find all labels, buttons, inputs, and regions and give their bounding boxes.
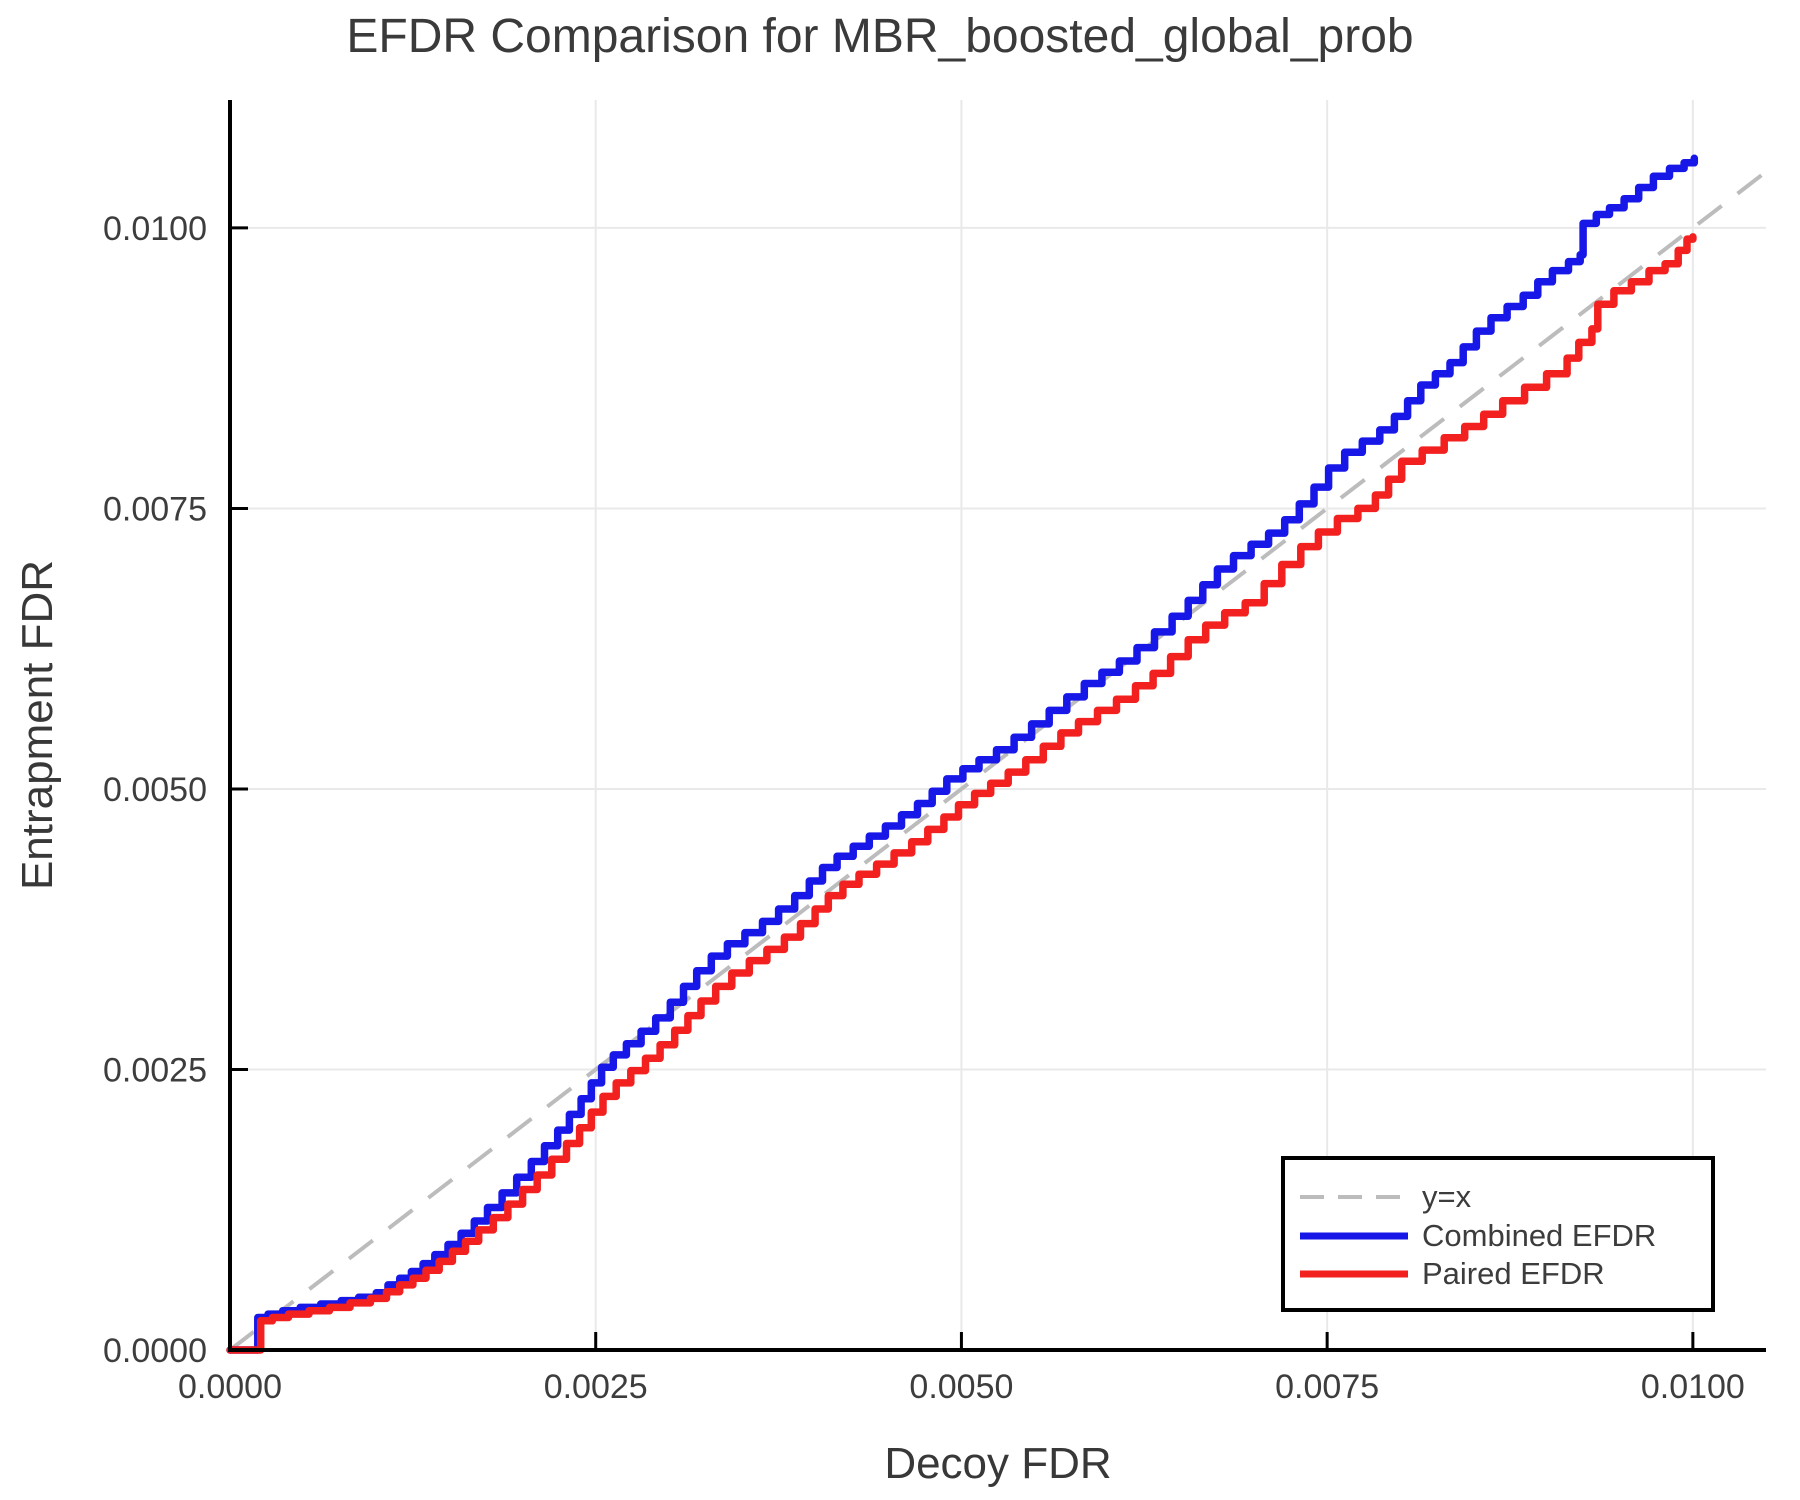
x-tick-label: 0.0100 [1641, 1368, 1745, 1406]
combined-efdr-line [226, 154, 1699, 1354]
x-tick-label: 0.0075 [1275, 1368, 1379, 1406]
x-tick-label: 0.0050 [909, 1368, 1013, 1406]
x-axis-label: Decoy FDR [884, 1439, 1111, 1488]
gridlines [230, 100, 1766, 1350]
legend-label-combined: Combined EFDR [1422, 1218, 1656, 1253]
axis-ticks [228, 226, 1695, 1352]
x-tick-label: 0.0000 [178, 1368, 282, 1406]
chart-title: EFDR Comparison for MBR_boosted_global_p… [346, 10, 1413, 63]
y-axis-label: Entrapment FDR [13, 560, 62, 890]
y-tick-label: 0.0000 [103, 1332, 207, 1370]
y-tick-label: 0.0075 [103, 490, 207, 528]
y-tick-label: 0.0100 [103, 210, 207, 248]
legend: y=x Combined EFDR Paired EFDR [1281, 1156, 1715, 1312]
legend-label-identity: y=x [1422, 1179, 1472, 1214]
legend-label-paired: Paired EFDR [1422, 1256, 1605, 1291]
y-tick-label: 0.0050 [103, 771, 207, 809]
axis-tick-labels: 0.0000 0.0025 0.0050 0.0075 0.0100 0.0000 0.00… [103, 210, 1745, 1406]
paired-efdr-line [226, 233, 1697, 1354]
y-tick-label: 0.0025 [103, 1051, 207, 1089]
x-tick-label: 0.0025 [544, 1368, 648, 1406]
